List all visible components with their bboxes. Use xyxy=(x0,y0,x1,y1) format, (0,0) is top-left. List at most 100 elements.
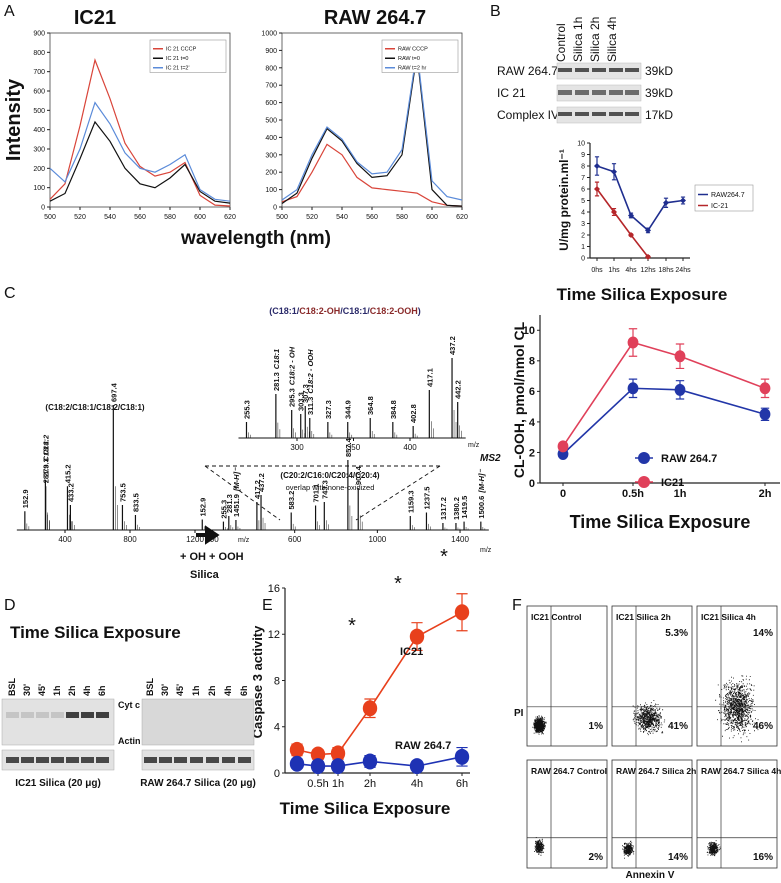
peak-mz: 281.3 xyxy=(272,372,281,391)
marker xyxy=(627,382,639,395)
x-tick-label: 540 xyxy=(104,214,116,221)
quadrant-percent: 14% xyxy=(668,852,688,863)
marker xyxy=(680,197,686,204)
blot-band xyxy=(625,112,639,116)
lane-label: 2h xyxy=(67,685,77,696)
peak-mz: 1237.5 xyxy=(422,487,431,510)
peak-mz: 701.1 xyxy=(312,484,321,503)
x-axis-label: Time Silica Exposure xyxy=(557,285,728,304)
peak-mz: 307.3 xyxy=(301,384,310,403)
blot-band xyxy=(21,757,34,763)
peak-label: 281.3 xyxy=(225,494,234,513)
peak-mz: 833.5 xyxy=(131,493,140,512)
x-tick-label: 0hs xyxy=(591,267,603,274)
treatment-label: + OH + OOH xyxy=(180,551,244,563)
x-tick-label: 540 xyxy=(336,214,348,221)
panel-title: RAW 264.7 Silica 4h xyxy=(701,766,781,776)
peak-tag: C18:1 xyxy=(272,349,281,369)
spectrum-title: (C18:1/C18:2-OH/C18:1/C18:2-OOH) xyxy=(269,306,421,316)
blot-band xyxy=(36,757,49,763)
y-tick-label: 3 xyxy=(581,221,585,228)
event-dots xyxy=(706,840,721,857)
blot-caption: IC21 Silica (20 μg) xyxy=(15,778,101,789)
x-tick-label: 1200 xyxy=(186,535,204,544)
y-tick-label: 4 xyxy=(274,722,280,734)
lane-label: 45' xyxy=(175,684,185,696)
lane-label: 1h xyxy=(191,685,201,696)
blot-band xyxy=(222,757,235,763)
blot-band xyxy=(609,68,623,72)
peak-label: 281.3 C18:1 xyxy=(42,441,51,483)
y-tick-label: 1000 xyxy=(261,30,277,37)
y-tick-label: 700 xyxy=(33,69,45,76)
row-label: IC 21 xyxy=(497,86,526,100)
y-tick-label: 800 xyxy=(265,65,277,72)
x-tick-label: 580 xyxy=(164,214,176,221)
peak-mz: 311.3 xyxy=(306,397,315,415)
y-tick-label: 9 xyxy=(581,152,585,159)
panel-label: A xyxy=(4,3,15,20)
marker xyxy=(409,758,425,775)
peak-mz: 697.4 xyxy=(109,382,118,402)
marker xyxy=(289,755,305,772)
peak-tag: C18:2 xyxy=(41,434,50,455)
peak-mz: 417.1 xyxy=(425,368,434,387)
y-tick-label: 2 xyxy=(581,232,585,239)
series-line xyxy=(49,58,231,207)
marker xyxy=(759,408,771,421)
peak-mz: 1380.2 xyxy=(452,497,461,520)
marker xyxy=(645,253,651,260)
blot-band xyxy=(575,112,589,116)
quadrant-gate xyxy=(697,606,777,746)
peak-label: 415.2 xyxy=(63,464,72,483)
x-tick-label: 1400 xyxy=(451,535,469,544)
marker xyxy=(759,382,771,395)
y-axis-label: PI xyxy=(514,708,524,719)
lane-label: Control xyxy=(554,23,568,62)
peak-label: 1500.6 [M-H]⁻ xyxy=(477,468,486,518)
y-tick-label: 8 xyxy=(581,163,585,170)
chart-title: IC21 xyxy=(74,7,116,29)
blot-band xyxy=(190,757,203,763)
peak-label: 327.3 xyxy=(324,400,333,419)
quadrant-percent: 5.3% xyxy=(665,628,688,639)
blot-band xyxy=(238,757,251,763)
blot-band xyxy=(575,68,589,72)
marker xyxy=(594,163,600,169)
panel-label: C xyxy=(4,285,16,302)
legend-marker xyxy=(638,452,650,464)
lane-label: 2h xyxy=(207,685,217,696)
blot-band xyxy=(6,712,19,718)
marker xyxy=(330,758,346,775)
x-tick-label: 500 xyxy=(276,214,288,221)
lane-label: Silica 1h xyxy=(571,17,585,62)
x-tick-label: 1h xyxy=(674,488,687,500)
marker xyxy=(289,741,305,758)
x-tick-label: 350 xyxy=(347,443,361,452)
y-tick-label: 700 xyxy=(265,83,277,90)
series-line xyxy=(49,101,231,202)
y-tick-label: 200 xyxy=(265,170,277,177)
quadrant-gate xyxy=(612,606,692,746)
marker xyxy=(645,227,651,234)
row-label: Complex IV xyxy=(497,108,559,122)
peak-mz: 753.5 xyxy=(118,483,127,502)
series-line xyxy=(562,387,766,455)
legend-label: IC 21 t=2' xyxy=(166,66,190,72)
peak-label: 1237.5 xyxy=(422,487,431,510)
x-tick-label: 600 xyxy=(194,214,206,221)
x-tick-label: 400 xyxy=(403,443,417,452)
blot-band xyxy=(159,757,172,763)
peak-label: 433.2 xyxy=(66,483,75,502)
x-axis-label: Time Silica Exposure xyxy=(570,512,751,532)
peak-mz: 344.9 xyxy=(344,400,353,419)
y-tick-label: 6 xyxy=(529,386,535,398)
quadrant-gate xyxy=(527,760,607,868)
title-part: ) xyxy=(418,306,421,316)
x-axis-label: Annexin V xyxy=(626,870,675,881)
peak-mz: 255.3 xyxy=(242,400,251,419)
lane-label: 4h xyxy=(223,685,233,696)
peak-label: 857.4 xyxy=(344,437,353,457)
blot-band xyxy=(206,757,219,763)
blot-caption: RAW 264.7 Silica (20 μg) xyxy=(140,778,256,789)
